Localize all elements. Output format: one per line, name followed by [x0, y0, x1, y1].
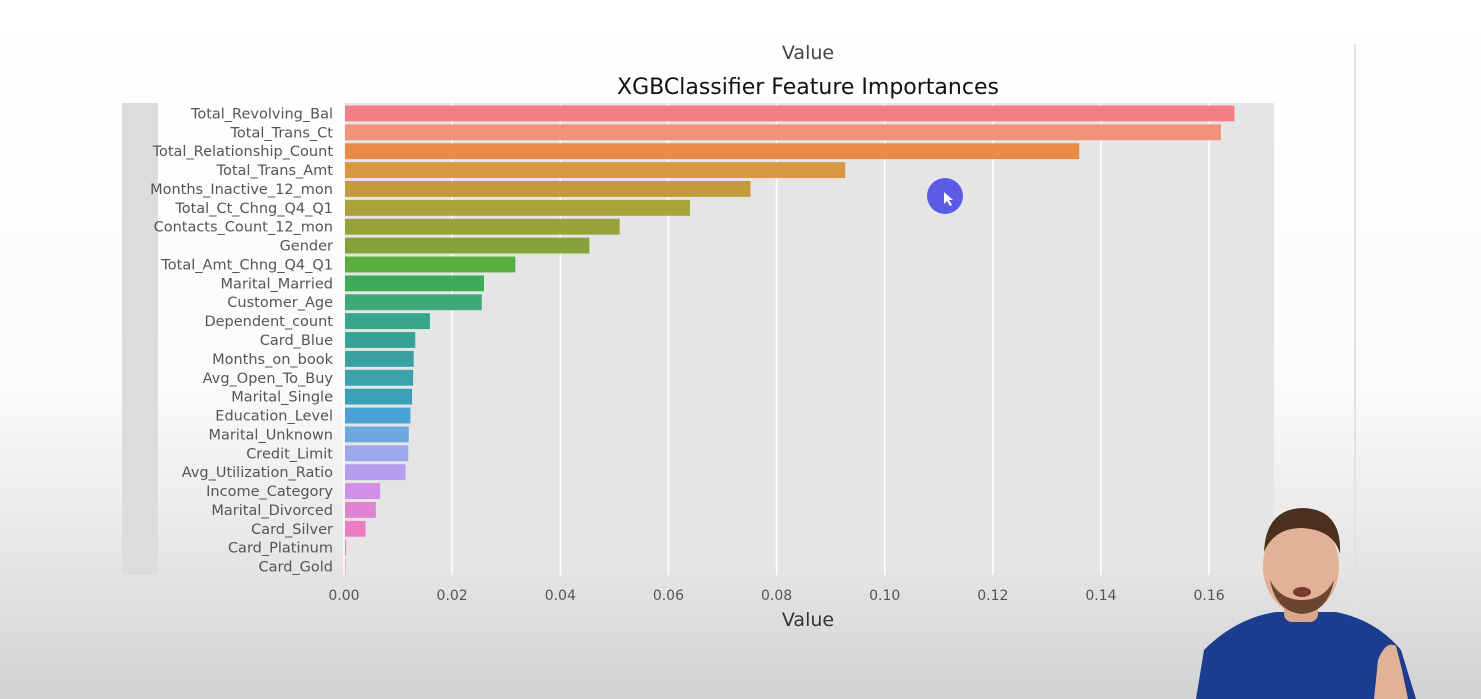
bar-card-blue [345, 332, 416, 348]
y-tick-labels: Total_Revolving_Bal Total_Trans_Ct Total_R… [150, 106, 334, 575]
bar-marital-unknown [345, 426, 409, 443]
y-tick-label: Total_Ct_Chng_Q4_Q1 [174, 201, 333, 217]
x-tick-label: 0.00 [328, 588, 359, 604]
bar-dependent-count [345, 313, 430, 330]
y-tick-label: Credit_Limit [246, 446, 333, 462]
mouse-cursor [927, 178, 963, 214]
presenter-beard [1270, 580, 1334, 614]
bar-marital-married [345, 275, 484, 292]
pointer-icon [944, 192, 953, 206]
bar-avg-utilization-ratio [345, 464, 406, 481]
bar-contacts-count-12-mon [345, 218, 620, 235]
y-tick-label: Avg_Open_To_Buy [203, 371, 334, 387]
bar-gender [345, 237, 590, 254]
y-tick-label: Income_Category [206, 484, 333, 500]
bar-card-gold [345, 558, 346, 575]
presenter-face [1263, 518, 1339, 614]
bar-customer-age [345, 294, 482, 311]
y-tick-label: Marital_Single [231, 390, 333, 406]
bar-total-relationship-count [345, 143, 1080, 160]
y-tick-label: Education_Level [215, 409, 333, 425]
bar-education-level [345, 407, 411, 424]
y-tick-label: Marital_Divorced [211, 503, 333, 519]
bar-marital-single [345, 388, 413, 405]
y-tick-label: Total_Trans_Amt [216, 163, 334, 179]
y-tick-label: Card_Silver [251, 522, 333, 538]
presenter-hand [1374, 644, 1408, 699]
bar-total-trans-amt [345, 162, 846, 179]
bar-total-revolving-bal [345, 105, 1235, 122]
chart-top-label: Value [782, 42, 834, 64]
bar-card-silver [345, 520, 366, 537]
y-tick-label: Card_Blue [260, 333, 333, 349]
x-tick-label: 0.14 [1085, 588, 1116, 604]
y-tick-label: Marital_Unknown [208, 427, 333, 443]
y-tick-label: Contacts_Count_12_mon [154, 220, 333, 236]
y-tick-label: Total_Amt_Chng_Q4_Q1 [160, 257, 333, 273]
x-tick-label: 0.04 [545, 588, 576, 604]
bar-total-ct-chng-q4-q1 [345, 199, 690, 216]
x-tick-label: 0.02 [437, 588, 468, 604]
presenter-mouth [1293, 587, 1311, 597]
bar-avg-open-to-buy [345, 369, 414, 386]
y-tick-label: Gender [280, 239, 333, 255]
bar-total-trans-ct [345, 124, 1221, 141]
presenter-hair [1264, 508, 1341, 554]
chart-title: XGBClassifier Feature Importances [617, 75, 999, 100]
bar-income-category [345, 483, 381, 499]
presenter-shirt [1196, 612, 1416, 699]
x-tick-label: 0.10 [869, 588, 900, 604]
y-tick-label: Card_Gold [258, 560, 333, 576]
y-tick-label: Marital_Married [221, 276, 333, 292]
y-tick-label: Total_Relationship_Count [152, 144, 334, 160]
y-tick-label: Avg_Utilization_Ratio [182, 465, 333, 481]
bar-months-on-book [345, 350, 414, 367]
x-axis-label: Value [782, 609, 834, 631]
bar-months-inactive-12-mon [345, 181, 751, 197]
y-tick-label: Total_Trans_Ct [230, 125, 334, 141]
plot-area-strip [122, 103, 158, 575]
x-tick-label: 0.16 [1194, 588, 1225, 604]
x-tick-label: 0.08 [761, 588, 792, 604]
x-tick-label: 0.12 [977, 588, 1008, 604]
y-tick-label: Total_Revolving_Bal [190, 106, 333, 122]
bar-total-amt-chng-q4-q1 [345, 256, 516, 273]
y-tick-label: Card_Platinum [228, 541, 333, 557]
x-tick-label: 0.06 [653, 588, 684, 604]
bars [345, 105, 1235, 575]
presenter-webcam [1196, 508, 1416, 699]
y-tick-label: Months_Inactive_12_mon [150, 182, 333, 198]
slide-divider [1354, 44, 1356, 684]
y-tick-label: Customer_Age [227, 295, 333, 311]
y-tick-label: Dependent_count [204, 314, 333, 330]
bar-marital-divorced [345, 501, 376, 518]
y-tick-label: Months_on_book [212, 352, 334, 368]
bar-card-platinum [345, 539, 347, 556]
bar-credit-limit [345, 445, 409, 462]
x-tick-labels: 0.00 0.02 0.04 0.06 0.08 0.10 0.12 0.14 0.16 [328, 588, 1224, 604]
